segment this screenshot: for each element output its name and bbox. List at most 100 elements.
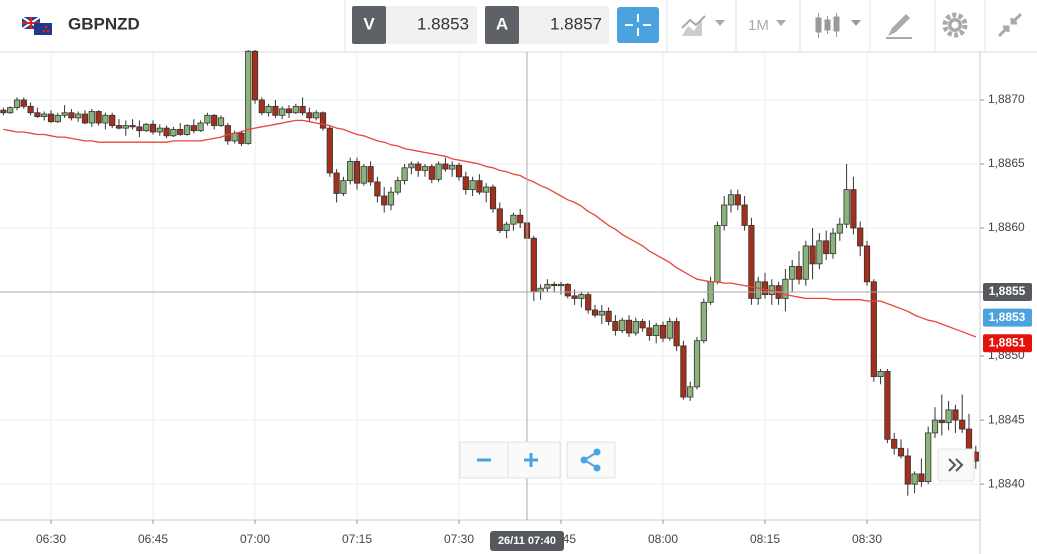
ask-button[interactable] (485, 6, 519, 44)
timeframe-button[interactable]: 1M (748, 17, 769, 34)
candle-body (612, 321, 619, 331)
plot (0, 50, 980, 496)
y-tick-label: 1,8870 (988, 92, 1025, 106)
chart-type-button[interactable] (681, 15, 725, 36)
candle-body (47, 113, 55, 123)
zoom-in-button[interactable] (507, 441, 561, 479)
candle-body (687, 386, 694, 398)
axis-labels: 1,88401,88451,88501,88551,88601,88651,88… (36, 92, 1032, 546)
zoom-out-button[interactable] (459, 441, 509, 479)
collapse-button[interactable] (997, 12, 1023, 38)
symbol: GBPNZD (68, 14, 140, 33)
x-tick-label: 07:15 (342, 532, 372, 546)
candle-body (544, 283, 551, 289)
bid-box[interactable] (386, 6, 477, 44)
scroll-right-button[interactable] (937, 448, 975, 482)
share-button[interactable] (566, 441, 616, 479)
candle-body (204, 114, 211, 124)
candle-body (585, 294, 592, 311)
crosshair-time-box (490, 531, 564, 551)
candle-body (693, 340, 701, 388)
candle-body (265, 105, 272, 114)
candle-body (258, 99, 265, 114)
candle-body (959, 419, 966, 430)
candle-body (823, 240, 830, 255)
candle-body (299, 105, 306, 114)
candle-body (591, 309, 599, 316)
candle-body (156, 127, 163, 133)
timeframe-caret (776, 20, 786, 26)
candle-body (666, 321, 673, 339)
price-label-box (983, 283, 1032, 302)
candle-body (360, 166, 367, 184)
candle-body (340, 180, 347, 194)
flag-icon (21, 16, 52, 35)
candle-body (483, 186, 490, 193)
candle-body (911, 473, 918, 485)
candle-body (510, 214, 517, 225)
candle-body (115, 125, 123, 129)
candle-body (129, 125, 136, 128)
candle-body (551, 283, 558, 287)
candle-body (279, 108, 286, 116)
candle-body (850, 189, 857, 229)
candle-body (415, 163, 422, 171)
candle-body (20, 99, 27, 107)
candle-body (931, 419, 939, 434)
candle-body (530, 237, 537, 293)
bid-price: 1.8853 (417, 14, 469, 33)
candle-body (285, 108, 293, 114)
candle-body (795, 266, 803, 280)
candle-body (809, 245, 816, 265)
crosshair-button[interactable] (617, 7, 659, 43)
y-tick-label: 1,8845 (988, 412, 1025, 426)
bid-button[interactable] (352, 6, 386, 44)
candle-body (435, 163, 442, 180)
candle-body (183, 125, 191, 135)
candle-body (462, 176, 469, 190)
moving-average-line (3, 119, 977, 338)
x-tick-label: 08:15 (750, 532, 780, 546)
candle-body (557, 283, 565, 287)
candle-body (829, 232, 837, 255)
bid-label: V (363, 14, 375, 33)
candle-body (632, 321, 639, 334)
candle-body (816, 240, 823, 265)
candle-body (625, 319, 633, 334)
x-tick-label: 07:30 (444, 532, 474, 546)
candle-body (319, 112, 327, 129)
candle-body (904, 455, 911, 485)
candle-body (455, 164, 463, 178)
candle-body (394, 180, 401, 193)
candle-body (897, 447, 905, 457)
candle-body (88, 111, 95, 124)
settings-button[interactable] (942, 12, 968, 38)
candle-body (857, 227, 864, 247)
candle-body (68, 112, 75, 119)
candle-body (421, 166, 429, 171)
candle-body (646, 327, 653, 336)
candle-body (598, 310, 605, 316)
candle-body (476, 180, 483, 193)
ask-box[interactable] (519, 6, 609, 44)
candle-body (75, 113, 82, 119)
price-label-box (983, 308, 1032, 327)
candle-body (489, 186, 497, 210)
candle-body (952, 409, 959, 421)
candle-body (272, 105, 279, 116)
candle-body (945, 409, 952, 424)
price-label: 1,8851 (989, 335, 1026, 349)
candle-body (13, 99, 21, 109)
y-tick-label: 1,8865 (988, 156, 1025, 170)
candle-body (673, 321, 680, 347)
candle-body (918, 473, 925, 482)
draw-button[interactable] (886, 14, 912, 39)
candle-body (877, 371, 884, 377)
candle-type-button[interactable] (815, 13, 861, 38)
candle-body (680, 345, 687, 398)
candle-body (653, 324, 660, 336)
candle-body (54, 114, 61, 123)
candle-body (109, 114, 116, 126)
